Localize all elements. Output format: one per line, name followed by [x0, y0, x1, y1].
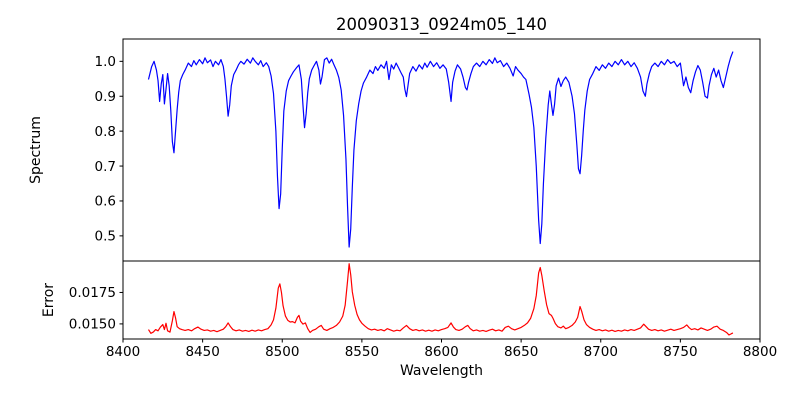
x-tick-label: 8450 — [185, 344, 219, 360]
y-tick-label: 0.8 — [95, 124, 116, 140]
error-panel-border — [122, 260, 761, 340]
spectrum-y-axis-label: Spectrum — [28, 116, 44, 184]
y-tick-label: 0.9 — [95, 89, 116, 105]
error-line — [147, 263, 734, 336]
x-tick-label: 8500 — [265, 344, 299, 360]
plot-area: 0.5 0.6 0.7 0.8 0.9 1.0 0.0150 0.0175 8400 8450 85… — [69, 38, 777, 360]
chart-title: 20090313_0924m05_140 — [336, 15, 547, 35]
spectrum-panel-border — [122, 38, 761, 262]
x-tick-label: 8650 — [504, 344, 538, 360]
y-tick-label: 0.0175 — [69, 285, 116, 301]
y-tick-label: 0.5 — [95, 229, 116, 245]
x-tick-label: 8400 — [106, 344, 140, 360]
x-tick-label: 8550 — [345, 344, 379, 360]
y-tick-label: 0.0150 — [69, 317, 116, 333]
x-tick-label: 8700 — [584, 344, 618, 360]
x-tick-label: 8750 — [663, 344, 697, 360]
error-y-axis-label: Error — [41, 283, 57, 317]
y-tick-label: 0.6 — [95, 194, 116, 210]
spectrum-line — [147, 51, 734, 248]
x-axis-label: Wavelength — [400, 363, 483, 379]
x-tick-label: 8600 — [424, 344, 458, 360]
x-tick-label: 8800 — [743, 344, 777, 360]
y-tick-label: 0.7 — [95, 159, 116, 175]
y-tick-label: 1.0 — [95, 54, 116, 70]
